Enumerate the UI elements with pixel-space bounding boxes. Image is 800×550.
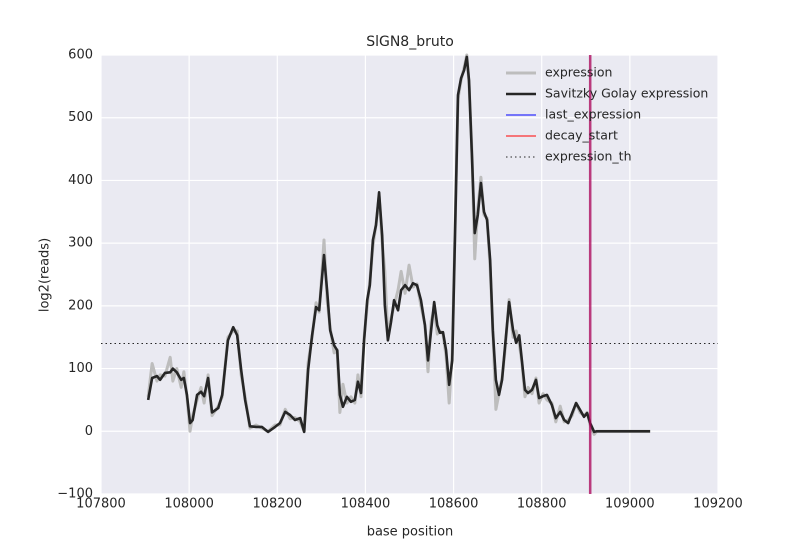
y-axis-label: log2(reads) (38, 238, 53, 312)
y-tick-label: −100 (57, 487, 93, 502)
legend-label: expression_th (545, 149, 632, 164)
legend: expression Savitzky Golay expression last_… (506, 65, 708, 164)
legend-label: last_expression (545, 107, 641, 122)
y-tick-label: 200 (68, 298, 93, 313)
legend-label: decay_start (545, 128, 618, 143)
y-tick-label: 0 (85, 424, 93, 439)
y-tick-label: 300 (68, 236, 93, 251)
series-line (146, 55, 651, 434)
legend-label: expression (545, 65, 612, 80)
x-tick-label: 108000 (164, 497, 214, 512)
chart-title: SlGN8_bruto (366, 34, 454, 50)
y-tick-label: 600 (68, 48, 93, 63)
y-tick-label: 500 (68, 110, 93, 125)
x-tick-label: 107800 (76, 497, 126, 512)
x-tick-label: 108400 (341, 497, 391, 512)
legend-label: Savitzky Golay expression (545, 86, 708, 101)
x-tick-label: 108200 (252, 497, 302, 512)
x-tick-label: 108600 (429, 497, 479, 512)
y-tick-label: 100 (68, 361, 93, 376)
x-tick-label: 109200 (693, 497, 743, 512)
x-axis-label: base position (367, 525, 454, 540)
marks (101, 53, 718, 494)
y-tick-label: 400 (68, 173, 93, 188)
x-tick-label: 109000 (605, 497, 655, 512)
grid: 107800 108000 108200 108400 108600 108800 1090… (57, 48, 743, 512)
x-tick-label: 108800 (517, 497, 567, 512)
